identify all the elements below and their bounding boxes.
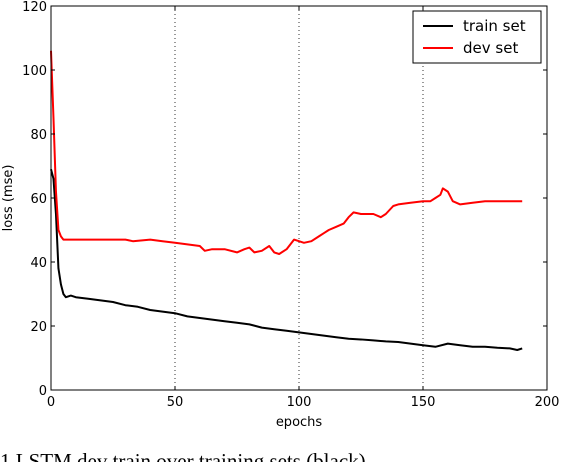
y-tick-label-0: 0 [39, 384, 47, 399]
x-tick-label-200: 200 [535, 395, 560, 410]
figure-caption: 1 LSTM dev train over training sets (bla… [0, 449, 366, 462]
y-tick-label-100: 100 [22, 64, 47, 79]
legend: train set dev set [412, 10, 542, 64]
y-tick-label-20: 20 [30, 320, 47, 335]
x-tick-label-150: 150 [411, 395, 436, 410]
series-line-train-set [50, 168, 523, 351]
y-tick-label-60: 60 [30, 192, 47, 207]
legend-box [412, 10, 542, 64]
x-tick-label-50: 50 [167, 395, 184, 410]
series-lines [50, 50, 523, 351]
legend-label-dev-set: dev set [463, 39, 518, 57]
x-tick-label-100: 100 [287, 395, 312, 410]
grid-lines [174, 6, 424, 390]
axis-ticks: 0 50 100 150 200 0 20 40 60 80 100 120 [22, 0, 559, 410]
y-tick-label-80: 80 [30, 128, 47, 143]
y-axis-label: loss (mse) [1, 165, 16, 232]
series-line-dev-set [50, 50, 523, 255]
x-axis-label: epochs [276, 415, 323, 430]
legend-label-train-set: train set [463, 17, 526, 35]
y-tick-label-40: 40 [30, 256, 47, 271]
x-tick-label-0: 0 [47, 395, 55, 410]
y-tick-label-120: 120 [22, 0, 47, 15]
